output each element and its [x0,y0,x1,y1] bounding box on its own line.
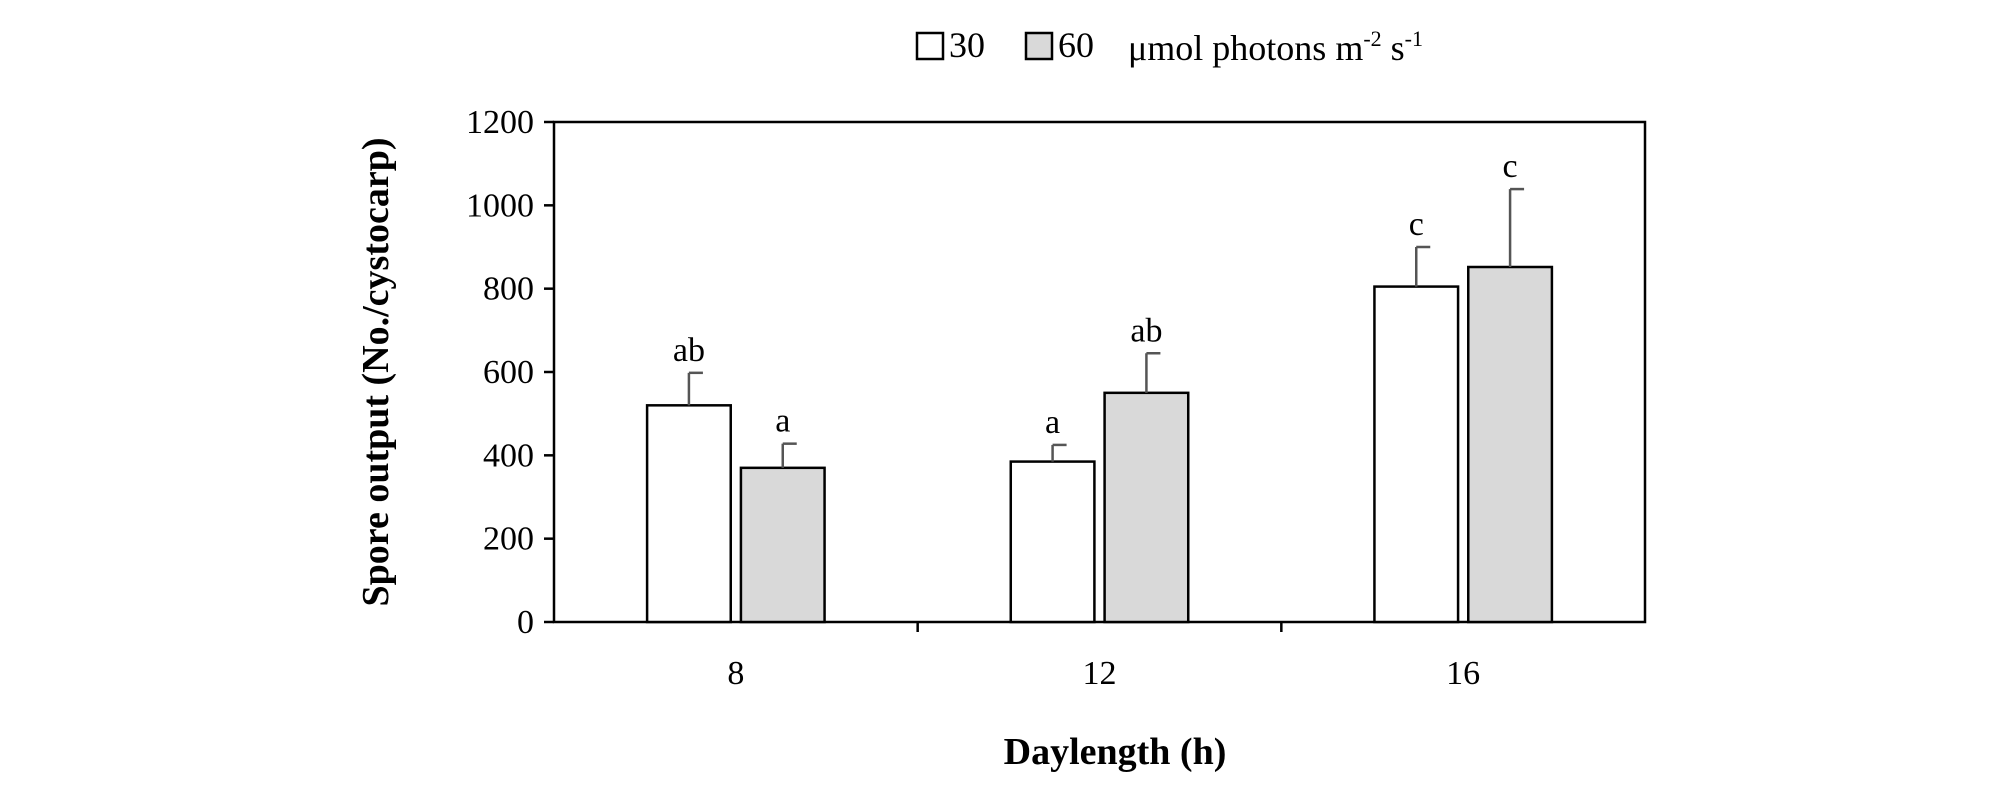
legend-swatch-series-1 [915,31,945,61]
legend-label-series-1: 30 [949,25,985,65]
significance-label: c [1409,206,1424,243]
y-tick-label: 600 [483,354,534,391]
legend-unit-text-2: s [1382,28,1405,68]
bars-group: ab a c a ab c [645,148,1554,624]
legend-label-series-2: 60 [1058,25,1094,65]
y-tick-label: 800 [483,271,534,308]
bar-series-2 [1103,391,1190,624]
legend-swatch-series-2 [1024,31,1054,61]
legend-unit-text-1: μmol photons m [1128,28,1363,68]
x-tick-label: 8 [727,655,744,692]
significance-label: c [1503,148,1518,185]
bar-series-2 [1467,265,1554,624]
bar-series-1 [1009,460,1096,624]
legend: 30 60 μmol photons m-2 s-1 [915,25,1423,68]
legend-unit: μmol photons m-2 s-1 [1128,26,1423,68]
bar-series-1 [645,404,732,624]
y-tick-label: 1200 [466,104,534,141]
y-tick-label: 0 [517,604,534,641]
x-axis-title: Daylength (h) [1004,731,1227,773]
y-axis: 0 200 400 600 800 1000 1200 [466,104,554,641]
x-tick-label: 16 [1446,655,1480,692]
bar-series-1 [1373,285,1460,624]
y-tick-label: 400 [483,437,534,474]
x-axis: 8 12 16 [727,622,1480,692]
legend-unit-sup-1: -2 [1363,26,1381,51]
significance-label: ab [1130,312,1162,349]
y-tick-label: 1000 [466,187,534,224]
y-axis-title: Spore output (No./cystocarp) [355,137,397,606]
x-tick-label: 12 [1083,655,1117,692]
significance-label: ab [673,332,705,369]
y-tick-label: 200 [483,521,534,558]
significance-label: a [775,403,790,440]
legend-unit-sup-2: -1 [1405,26,1423,51]
bar-series-2 [739,466,826,624]
significance-label: a [1045,404,1060,441]
